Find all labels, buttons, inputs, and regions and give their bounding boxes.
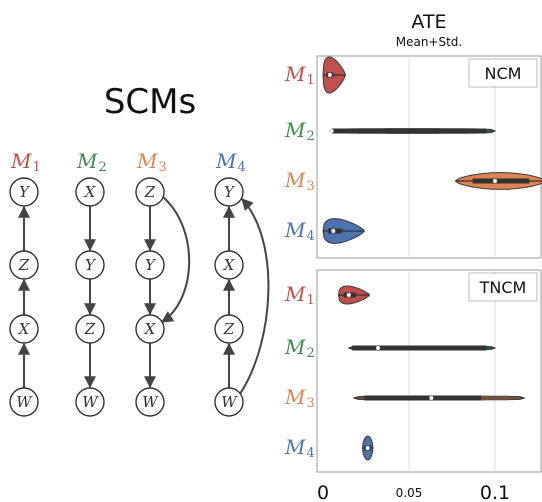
node-label: W bbox=[142, 393, 159, 411]
model-label-sub: 4 bbox=[237, 160, 245, 175]
node-label: Z bbox=[18, 256, 30, 274]
row-label: M4 bbox=[284, 435, 315, 461]
violin-iqr bbox=[472, 178, 530, 184]
violin-ncm-m1 bbox=[322, 56, 346, 94]
model-label-2: M2 bbox=[76, 149, 107, 175]
node-label: Z bbox=[223, 320, 235, 338]
node-label: W bbox=[82, 393, 99, 411]
edge-arrow-curved bbox=[239, 198, 270, 395]
node-y: Y bbox=[135, 250, 165, 280]
model-label-3: M3 bbox=[136, 149, 167, 175]
violin-median bbox=[346, 293, 351, 297]
violin-median bbox=[329, 129, 334, 133]
violin-iqr bbox=[364, 395, 482, 401]
panel-tncm: TNCM M1 M2 M3 M4 bbox=[284, 269, 542, 473]
model-label-sub: 2 bbox=[98, 160, 106, 175]
violin-tncm-m4 bbox=[362, 435, 374, 461]
model-label-letter: M bbox=[215, 149, 237, 173]
violin-ncm-m4 bbox=[322, 218, 365, 244]
node-z: Z bbox=[135, 177, 165, 207]
violin-median bbox=[331, 229, 336, 233]
node-z: Z bbox=[214, 314, 244, 344]
panel-label-box bbox=[468, 58, 538, 88]
node-label: Z bbox=[84, 320, 96, 338]
node-x: X bbox=[75, 177, 105, 207]
model-label-sub: 1 bbox=[32, 160, 40, 175]
model-label-4: M4 bbox=[215, 149, 246, 175]
violin-median bbox=[429, 396, 434, 400]
model-label-sub: 3 bbox=[158, 160, 166, 175]
ate-chart: ATE Mean+Std. NCM M1 M2 M3 M4 TNCM M1 M2 M3 M4 0 0.… bbox=[284, 11, 542, 502]
node-x: X bbox=[9, 314, 39, 344]
x-tick-label: 0.1 bbox=[480, 482, 510, 502]
node-w: W bbox=[214, 387, 244, 417]
panel-label-box bbox=[468, 272, 538, 302]
node-label: Y bbox=[85, 256, 97, 274]
chart-title: ATE bbox=[411, 11, 446, 33]
violin-median bbox=[327, 73, 332, 77]
node-w: W bbox=[135, 387, 165, 417]
violin-median bbox=[493, 179, 497, 183]
violin-median bbox=[376, 346, 381, 350]
violin-tncm-m3 bbox=[352, 395, 526, 401]
edge-arrow-curved bbox=[160, 196, 191, 323]
node-label: W bbox=[221, 393, 238, 411]
panel-frame bbox=[316, 269, 542, 473]
row-label: M2 bbox=[284, 118, 315, 144]
node-y: Y bbox=[9, 177, 39, 207]
model-label-letter: M bbox=[10, 149, 32, 173]
node-z: Z bbox=[9, 250, 39, 280]
chart-subtitle: Mean+Std. bbox=[396, 35, 463, 49]
row-label: M1 bbox=[284, 62, 315, 88]
node-y: Y bbox=[75, 250, 105, 280]
node-label: W bbox=[16, 393, 33, 411]
model-label-letter: M bbox=[136, 149, 158, 173]
node-y: Y bbox=[214, 177, 244, 207]
violin-iqr bbox=[331, 128, 487, 134]
panel-label: NCM bbox=[485, 64, 522, 83]
node-label: X bbox=[223, 256, 236, 274]
violin-iqr bbox=[352, 345, 487, 351]
node-label: X bbox=[18, 320, 31, 338]
row-label: M3 bbox=[284, 385, 315, 411]
panel-label: TNCM bbox=[479, 278, 527, 297]
row-label: M3 bbox=[284, 168, 315, 194]
node-z: Z bbox=[75, 314, 105, 344]
scm-title: SCMs bbox=[104, 82, 196, 122]
model-label-letter: M bbox=[76, 149, 98, 173]
violin-tncm-m2 bbox=[347, 345, 497, 351]
x-tick-label: 0.05 bbox=[396, 486, 423, 500]
node-w: W bbox=[75, 387, 105, 417]
node-label: X bbox=[84, 183, 97, 201]
violin-median bbox=[365, 446, 370, 450]
node-label: Y bbox=[145, 256, 157, 274]
model-label-1: M1 bbox=[10, 149, 41, 175]
node-label: X bbox=[144, 320, 157, 338]
x-tick-label: 0 bbox=[317, 482, 329, 502]
violin-tncm-m1 bbox=[337, 285, 371, 305]
node-label: Z bbox=[144, 183, 156, 201]
node-label: Y bbox=[224, 183, 236, 201]
panel-ncm: NCM M1 M2 M3 M4 bbox=[284, 55, 542, 259]
row-label: M4 bbox=[284, 218, 315, 244]
row-label: M1 bbox=[284, 282, 315, 308]
node-x: X bbox=[135, 314, 165, 344]
node-x: X bbox=[214, 250, 244, 280]
violin-ncm-m3 bbox=[454, 172, 542, 190]
node-label: Y bbox=[19, 183, 31, 201]
node-w: W bbox=[9, 387, 39, 417]
panel-frame bbox=[316, 55, 542, 259]
violin-ncm-m2 bbox=[328, 128, 497, 134]
row-label: M2 bbox=[284, 335, 315, 361]
